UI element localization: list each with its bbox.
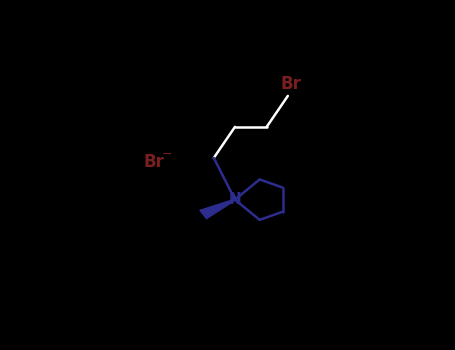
Text: N: N [228, 192, 241, 207]
Text: −: − [162, 148, 172, 161]
Text: Br: Br [143, 153, 164, 171]
Text: Br: Br [281, 75, 302, 93]
Polygon shape [200, 199, 235, 219]
